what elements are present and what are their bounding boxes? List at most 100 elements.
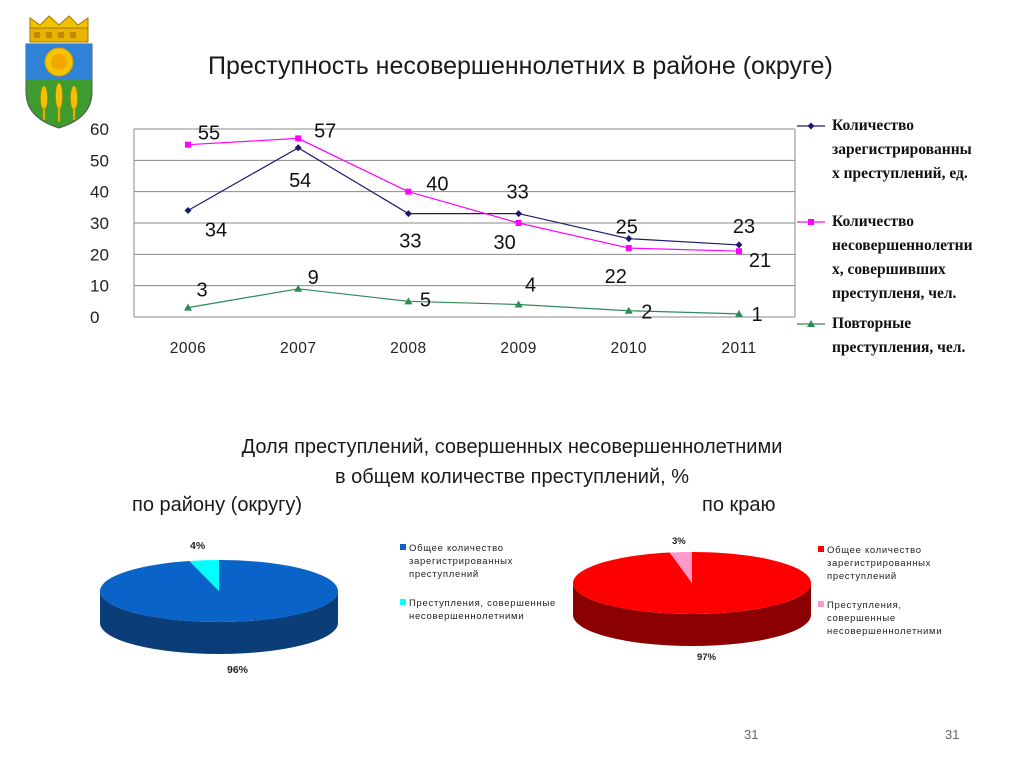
series-line xyxy=(187,147,740,246)
data-point xyxy=(294,144,302,152)
data-label: 23 xyxy=(733,216,755,238)
data-label: 2 xyxy=(641,302,652,324)
series-registered-crimes xyxy=(184,144,743,249)
data-label: 21 xyxy=(749,250,771,272)
pie-district-label-large: 96% xyxy=(227,664,249,676)
coat-of-arms-emblem xyxy=(25,15,93,129)
data-point xyxy=(625,235,633,243)
data-point xyxy=(514,300,523,308)
data-point xyxy=(624,306,633,314)
data-label: 3 xyxy=(196,280,207,302)
series-line xyxy=(187,137,740,252)
data-point xyxy=(405,188,412,195)
legend-item-minors: Преступления, совершенные несовершенноле… xyxy=(400,597,575,623)
page-number: 31 xyxy=(744,727,759,742)
pie-slice-total xyxy=(99,560,338,622)
x-tick-label: 2007 xyxy=(280,340,316,357)
legend-item-minors: Преступления, совершенные несовершенноле… xyxy=(818,599,1008,638)
data-point xyxy=(184,303,192,311)
data-label: 5 xyxy=(420,289,431,311)
legend-swatch xyxy=(400,599,406,605)
data-label: 30 xyxy=(493,232,515,254)
legend-item-total: Общее количество зарегистрированных прес… xyxy=(400,542,575,581)
slide-number: 31 xyxy=(945,727,960,742)
data-label: 4 xyxy=(525,274,536,296)
x-tick-label: 2006 xyxy=(170,340,206,357)
series-minor-offenders xyxy=(185,135,742,255)
pie-region-legend: Общее количество зарегистрированных прес… xyxy=(818,544,1008,638)
legend-item-total: Общее количество зарегистрированных прес… xyxy=(818,544,1008,583)
legend-label: зарегистрированны xyxy=(832,141,972,158)
y-tick-label: 30 xyxy=(90,214,109,233)
legend-line: зарегистрированных xyxy=(409,556,514,567)
y-tick-label: 20 xyxy=(90,245,109,264)
data-point xyxy=(404,210,412,218)
data-label: 34 xyxy=(205,219,227,241)
legend-label: Количество xyxy=(832,117,914,134)
legend-line: совершенные xyxy=(827,613,896,624)
pie-slice-minors xyxy=(189,560,219,591)
legend-swatch xyxy=(818,546,824,552)
legend-label: х преступлений, ед. xyxy=(832,165,968,182)
legend-item: Количество зарегистрированны х преступлени… xyxy=(797,117,972,182)
legend-line: несовершеннолетними xyxy=(409,611,525,622)
x-tick-label: 2009 xyxy=(500,340,536,357)
data-point xyxy=(295,135,302,142)
pie-region-label-small: 3% xyxy=(672,536,686,547)
legend-line: Общее количество xyxy=(409,543,504,554)
pie-slice-side xyxy=(100,591,338,654)
data-label: 25 xyxy=(616,217,638,239)
data-point xyxy=(515,220,522,226)
y-tick-label: 50 xyxy=(90,151,109,170)
pie-region xyxy=(572,552,811,646)
data-point xyxy=(515,210,523,218)
legend-item: Количество несовершеннолетни х, совершивши… xyxy=(797,213,973,302)
data-point xyxy=(735,309,743,317)
data-label: 33 xyxy=(506,182,528,204)
y-tick-label: 10 xyxy=(90,277,109,296)
legend-swatch xyxy=(400,544,406,550)
pie-slice-minors xyxy=(669,552,692,583)
pie-side xyxy=(573,583,811,646)
pie-slice-total xyxy=(572,552,811,614)
x-axis-ticks: 2006 2007 2008 2009 2010 2011 xyxy=(170,340,756,357)
pie-region-label-large: 97% xyxy=(697,652,717,663)
data-point xyxy=(807,320,815,327)
series-line xyxy=(187,288,740,315)
pie-heading-line1: Доля преступлений, совершенных несоверше… xyxy=(241,436,783,458)
data-label: 33 xyxy=(399,231,421,253)
x-tick-label: 2011 xyxy=(721,340,756,357)
data-point xyxy=(735,241,743,249)
legend-label: Повторные xyxy=(832,315,911,332)
pie-slice-side xyxy=(573,583,811,646)
pie-district-legend: Общее количество зарегистрированных прес… xyxy=(400,542,575,623)
sun-icon xyxy=(44,47,74,77)
pie-side xyxy=(100,591,338,654)
page-title: Преступность несовершеннолетних в районе… xyxy=(208,52,833,80)
pie-district xyxy=(99,560,338,654)
legend-item: Повторные преступления, чел. xyxy=(797,315,965,356)
chart-gridlines xyxy=(133,128,796,318)
data-label: 1 xyxy=(751,304,762,326)
data-label: 55 xyxy=(198,123,220,145)
pie-district-label-small: 4% xyxy=(190,540,206,552)
legend-label: несовершеннолетни xyxy=(832,237,973,254)
chart-series xyxy=(184,135,743,317)
legend-label: преступления, чел. xyxy=(832,339,965,356)
data-label: 40 xyxy=(426,174,448,196)
wheat-icon xyxy=(40,82,78,123)
y-tick-label: 40 xyxy=(90,183,109,202)
data-point xyxy=(808,219,814,225)
y-tick-label: 0 xyxy=(90,308,99,327)
legend-line: преступлений xyxy=(827,571,897,582)
data-label: 22 xyxy=(605,266,627,288)
series-repeat-crimes xyxy=(184,284,743,317)
data-point xyxy=(184,206,192,214)
data-point xyxy=(294,284,303,292)
legend-line: несовершеннолетними xyxy=(827,626,943,637)
x-tick-label: 2010 xyxy=(611,340,647,357)
